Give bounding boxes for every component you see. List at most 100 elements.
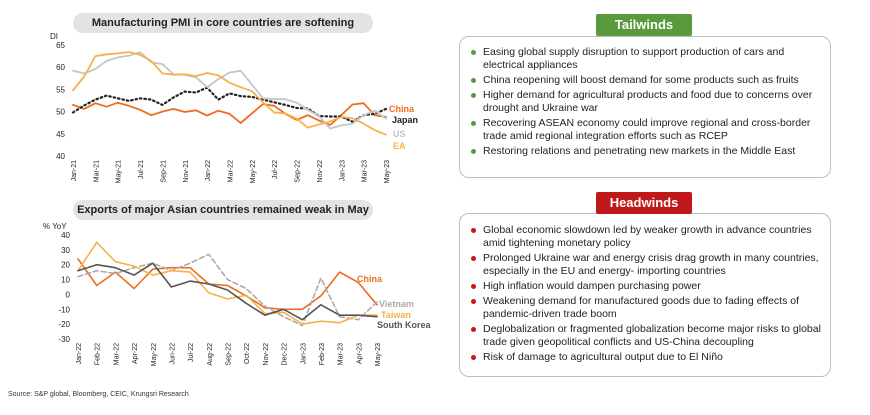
tailwinds-title: Tailwinds — [596, 14, 692, 36]
x-tick-label: Jan-23 — [300, 343, 307, 365]
series-label-south-korea: South Korea — [377, 320, 431, 330]
x-tick-label: May-22 — [151, 343, 158, 366]
y-tick-label: 30 — [61, 246, 70, 255]
bullet-dot-icon — [471, 355, 476, 360]
y-tick-label: 40 — [61, 231, 70, 240]
series-line-china — [77, 257, 378, 311]
x-tick-label: Mar-23 — [338, 343, 345, 365]
x-tick-label: Mar-21 — [93, 160, 100, 182]
x-tick-label: Feb-22 — [95, 343, 102, 365]
x-tick-label: Mar-22 — [228, 160, 235, 182]
series-label-china: China — [357, 274, 383, 284]
x-tick-label: Jan-23 — [339, 160, 346, 182]
x-tick-label: May-21 — [116, 160, 123, 183]
y-tick-label: 40 — [56, 152, 65, 161]
headwind-item-text: Deglobalization or fragmented globalizat… — [483, 323, 821, 348]
bullet-dot-icon — [471, 299, 476, 304]
x-tick-label: Jun-22 — [169, 343, 176, 365]
x-tick-label: Mar-22 — [113, 343, 120, 365]
tailwinds-list: Easing global supply disruption to suppo… — [471, 46, 821, 160]
source-note: Source: S&P global, Bloomberg, CEIC, Kru… — [8, 391, 189, 398]
x-tick-label: Jan-21 — [71, 160, 78, 182]
series-line-us — [72, 51, 387, 130]
tailwind-item-text: Recovering ASEAN economy could improve r… — [483, 117, 811, 142]
headwind-item: Deglobalization or fragmented globalizat… — [471, 323, 821, 349]
headwind-item: Prolonged Ukraine war and energy crisis … — [471, 252, 821, 278]
x-tick-label: Jul-21 — [138, 160, 145, 179]
x-tick-label: May-23 — [375, 343, 382, 366]
x-tick-label: Sep-22 — [226, 343, 233, 366]
series-line-south-korea — [77, 262, 378, 321]
chart2-title: Exports of major Asian countries remaine… — [73, 200, 373, 220]
tailwinds-box — [459, 36, 831, 178]
x-tick-label: Feb-23 — [319, 343, 326, 365]
y-tick-label: -30 — [58, 335, 70, 344]
bullet-dot-icon — [471, 327, 476, 332]
y-tick-label: 20 — [61, 261, 70, 270]
x-tick-label: Apr-23 — [356, 343, 363, 364]
bullet-dot-icon — [471, 93, 476, 98]
tailwind-item: Easing global supply disruption to suppo… — [471, 46, 821, 72]
x-tick-label: Jan-22 — [205, 160, 212, 182]
y-tick-label: 55 — [56, 85, 65, 94]
headwind-item: High inflation would dampen purchasing p… — [471, 280, 821, 293]
y-axis-label: % YoY — [43, 222, 67, 231]
x-tick-label: Jul-22 — [272, 160, 279, 179]
series-label-vietnam: Vietnam — [379, 299, 414, 309]
headwinds-list: Global economic slowdown led by weaker g… — [471, 224, 821, 366]
y-tick-label: 0 — [66, 290, 71, 299]
series-label-japan: Japan — [392, 115, 418, 125]
y-tick-label: 10 — [61, 276, 70, 285]
x-tick-label: Dec-22 — [282, 343, 289, 366]
bullet-dot-icon — [471, 256, 476, 261]
bullet-dot-icon — [471, 284, 476, 289]
y-tick-label: 60 — [56, 63, 65, 72]
bullet-dot-icon — [471, 50, 476, 55]
headwind-item-text: Prolonged Ukraine war and energy crisis … — [483, 252, 819, 277]
tailwind-item-text: Higher demand for agricultural products … — [483, 89, 813, 114]
series-line-china — [72, 101, 387, 126]
x-tick-label: Aug-22 — [207, 343, 214, 366]
x-tick-label: May-23 — [384, 160, 391, 183]
x-tick-label: Jul-22 — [188, 343, 195, 362]
y-tick-label: -10 — [58, 305, 70, 314]
headwind-item: Risk of damage to agricultural output du… — [471, 351, 821, 364]
headwind-item-text: High inflation would dampen purchasing p… — [483, 280, 701, 292]
x-tick-label: Jan-22 — [76, 343, 83, 365]
headwinds-title: Headwinds — [596, 192, 692, 214]
tailwind-item-text: Restoring relations and penetrating new … — [483, 145, 796, 157]
x-tick-label: Nov-21 — [183, 160, 190, 183]
series-label-us: US — [393, 129, 406, 139]
bullet-dot-icon — [471, 149, 476, 154]
tailwind-item: Recovering ASEAN economy could improve r… — [471, 117, 821, 143]
headwind-item-text: Risk of damage to agricultural output du… — [483, 351, 723, 363]
bullet-dot-icon — [471, 121, 476, 126]
exports-chart: % YoY -30 -20 -10 0 10 20 30 40 Jan-22 Feb-22 Mar-2… — [43, 222, 431, 366]
series-label-taiwan: Taiwan — [381, 310, 411, 320]
x-tick-label: Apr-22 — [132, 343, 139, 364]
series-line-japan — [71, 86, 388, 123]
tailwind-item: China reopening will boost demand for so… — [471, 74, 821, 87]
x-tick-label: May-22 — [250, 160, 257, 183]
x-tick-label: Mar-23 — [362, 160, 369, 182]
y-tick-label: -20 — [58, 320, 70, 329]
tailwind-item: Higher demand for agricultural products … — [471, 89, 821, 115]
y-tick-label: 65 — [56, 41, 65, 50]
bullet-dot-icon — [471, 228, 476, 233]
series-label-ea: EA — [393, 141, 406, 151]
headwind-item-text: Weakening demand for manufactured goods … — [483, 295, 799, 320]
y-tick-label: 50 — [56, 108, 65, 117]
x-tick-label: Oct-22 — [244, 343, 251, 364]
series-label-china: China — [389, 104, 415, 114]
x-tick-label: Sep-21 — [160, 160, 167, 183]
headwind-item-text: Global economic slowdown led by weaker g… — [483, 224, 812, 249]
bullet-dot-icon — [471, 78, 476, 83]
headwind-item: Weakening demand for manufactured goods … — [471, 295, 821, 321]
series-line-ea — [72, 51, 387, 136]
x-tick-label: Nov-22 — [263, 343, 270, 366]
chart1-title: Manufacturing PMI in core countries are … — [73, 13, 373, 33]
pmi-chart: DI 40 45 50 55 60 65 Jan-21 Mar-21 May-21 Jul-21 Se… — [50, 32, 418, 183]
y-tick-label: 45 — [56, 130, 65, 139]
y-axis-label: DI — [50, 32, 58, 41]
x-tick-label: Nov-22 — [317, 160, 324, 183]
